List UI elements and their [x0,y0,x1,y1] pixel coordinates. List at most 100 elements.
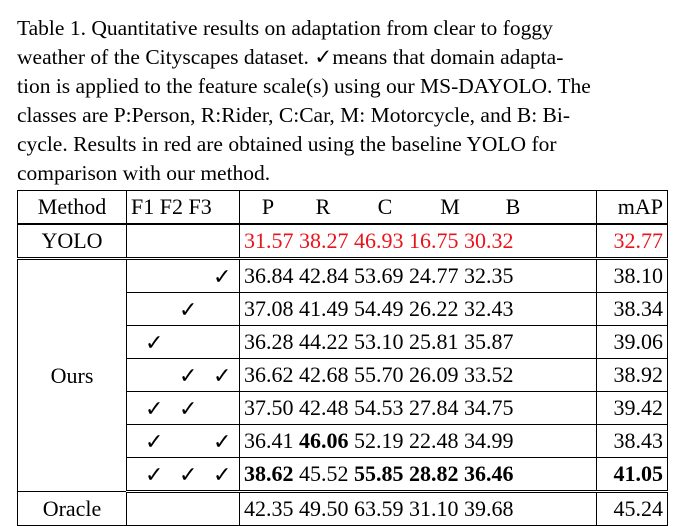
ours-row: ✓ ✓ 37.50 42.48 54.53 27.84 34.75 39.42 [18,391,668,425]
class-value: 38.27 [299,228,349,253]
header-map: mAP [596,190,668,225]
class-value: 22.48 [409,428,459,453]
scale-flags-cell: ✓ [126,325,240,359]
caption-line: tion is applied to the feature scale(s) … [17,74,591,98]
check-icon: ✓ [213,362,232,388]
class-values-cell: 37.50 42.48 54.53 27.84 34.75 [239,391,597,425]
caption-line: classes are P:Person, R:Rider, C:Car, M:… [17,103,571,127]
ours-row: ✓ 36.28 44.22 53.10 25.81 35.87 39.06 [18,325,668,359]
class-value: 25.81 [409,329,459,354]
header-flags: F1 F2 F3 [126,190,240,225]
class-value: 46.06 [299,428,349,453]
class-value: 37.50 [244,395,294,420]
caption-line: comparison with our method. [17,161,271,185]
method-label: YOLO [17,223,127,260]
caption-line: cycle. Results in red are obtained using… [17,132,557,156]
class-value: 32.43 [464,296,514,321]
class-value: 34.99 [464,428,514,453]
method-label: Ours [17,258,127,492]
class-value: 31.10 [409,496,459,521]
class-value: 55.70 [354,362,404,387]
method-label: Oracle [17,491,127,526]
class-value: 45.52 [299,461,349,486]
scale-flags-cell [126,223,240,260]
check-icon: ✓ [213,461,232,487]
class-value: 55.85 [354,461,404,486]
class-value: 32.35 [464,263,514,288]
table-caption: Table 1. Quantitative results on adaptat… [17,14,665,188]
check-icon: ✓ [179,296,198,322]
check-icon: ✓ [179,395,198,421]
class-value: 26.09 [409,362,459,387]
header-p: P [261,194,275,219]
oracle-row: Oracle 42.35 49.50 63.59 31.10 39.68 45.24 [17,491,668,526]
class-value: 36.84 [244,263,294,288]
class-value: 53.10 [354,329,404,354]
scale-flags-cell: ✓ ✓ ✓ [126,457,240,493]
scale-flags-cell: ✓ ✓ [126,424,240,458]
scale-flags: ✓ ✓ [131,396,235,422]
yolo-row: YOLO 31.57 38.27 46.93 16.75 30.32 32.77 [17,223,668,260]
header-r: R [315,194,331,219]
scale-flags [131,497,235,523]
header-m: M [440,194,460,219]
map-value: 45.24 [596,491,668,526]
ours-row: Ours ✓ 36.84 42.84 53.69 24.77 32.35 38.10 [17,258,668,492]
check-icon: ✓ [145,329,164,355]
scale-flags: ✓ ✓ ✓ [131,462,235,488]
class-value: 63.59 [354,496,404,521]
class-values-cell: 37.08 41.49 54.49 26.22 32.43 [239,292,597,326]
class-value: 35.87 [464,329,514,354]
header-method: Method [17,190,127,225]
scale-flags-cell [126,491,240,526]
class-value: 30.32 [464,228,514,253]
class-value: 53.69 [354,263,404,288]
class-value: 27.84 [409,395,459,420]
class-value: 26.22 [409,296,459,321]
class-values-cell: 36.41 46.06 52.19 22.48 34.99 [239,424,597,458]
class-values-cell: 36.28 44.22 53.10 25.81 35.87 [239,325,597,359]
class-value: 36.46 [464,461,514,486]
map-value: 38.34 [596,292,668,326]
scale-flags-cell: ✓ [126,258,240,293]
class-values-cell: 36.84 42.84 53.69 24.77 32.35 [239,258,597,293]
class-value: 36.28 [244,329,294,354]
class-value: 41.49 [299,296,349,321]
class-values-cell: 36.62 42.68 55.70 26.09 33.52 [239,358,597,392]
class-value: 42.84 [299,263,349,288]
class-value: 39.68 [464,496,514,521]
class-value: 33.52 [464,362,514,387]
scale-flags: ✓ ✓ [131,363,235,389]
scale-flags-cell: ✓ [126,292,240,326]
map-value: 38.43 [596,424,668,458]
scale-flags: ✓ [131,330,235,356]
class-value: 38.62 [244,461,294,486]
class-values-cell: 42.35 49.50 63.59 31.10 39.68 [239,491,597,526]
ours-row: ✓ ✓ ✓ 38.62 45.52 55.85 28.82 36.46 41.05 [18,457,668,493]
class-values-cell: 31.57 38.27 46.93 16.75 30.32 [239,223,597,260]
check-icon: ✓ [145,428,164,454]
header-b: B [505,194,521,219]
check-icon: ✓ [179,461,198,487]
scale-flags-cell: ✓ ✓ [126,358,240,392]
check-icon: ✓ [145,395,164,421]
check-icon: ✓ [213,428,232,454]
check-icon: ✓ [179,362,198,388]
class-value: 42.48 [299,395,349,420]
caption-line: weather of the Cityscapes dataset. ✓mean… [17,45,564,69]
ours-row: ✓ ✓ 36.41 46.06 52.19 22.48 34.99 38.43 [18,424,668,458]
class-value: 44.22 [299,329,349,354]
header-c: C [377,194,393,219]
class-value: 49.50 [299,496,349,521]
class-value: 52.19 [354,428,404,453]
class-values-cell: 38.62 45.52 55.85 28.82 36.46 [239,457,597,493]
header-row: Method F1 F2 F3 P R C M B mAP [17,190,668,225]
class-value: 42.68 [299,362,349,387]
caption-line: Table 1. Quantitative results on adaptat… [17,16,553,40]
ours-row: ✓ 37.08 41.49 54.49 26.22 32.43 38.34 [18,292,668,326]
check-icon: ✓ [213,263,232,289]
scale-flags: ✓ ✓ [131,429,235,455]
map-value: 38.92 [596,358,668,392]
class-value: 36.41 [244,428,294,453]
